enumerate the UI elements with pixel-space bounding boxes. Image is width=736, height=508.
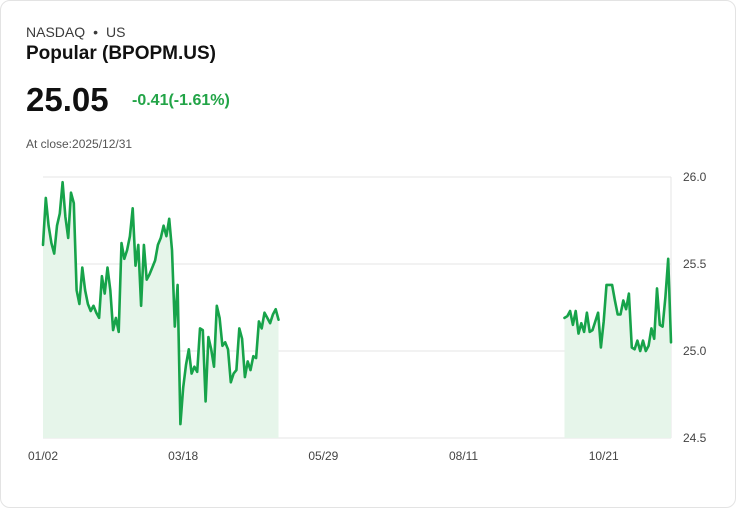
price-line-segment-2 bbox=[563, 257, 673, 353]
x-tick-label: 10/21 bbox=[589, 449, 619, 463]
last-price: 25.05 bbox=[26, 81, 109, 118]
close-date: 2025/12/31 bbox=[72, 137, 133, 151]
exchange-row: NASDAQ • US bbox=[26, 24, 125, 40]
area-fill-segment-1 bbox=[43, 182, 279, 438]
price-line-segment-1 bbox=[41, 180, 280, 426]
close-info: At close:2025/12/31 bbox=[26, 137, 132, 151]
country-code: US bbox=[106, 24, 126, 40]
x-tick-label: 01/02 bbox=[28, 449, 58, 463]
x-tick-label: 08/11 bbox=[449, 449, 478, 463]
y-tick-label: 25.0 bbox=[683, 344, 707, 358]
close-label: At close: bbox=[26, 137, 73, 151]
x-tick-label: 05/29 bbox=[308, 449, 338, 463]
stock-title: Popular (BPOPM.US) bbox=[26, 43, 217, 64]
area-fill-segment-2 bbox=[564, 258, 671, 438]
y-tick-label: 25.5 bbox=[683, 257, 707, 271]
y-tick-label: 26.0 bbox=[683, 170, 707, 184]
y-tick-label: 24.5 bbox=[683, 431, 707, 445]
exchange-name: NASDAQ bbox=[26, 24, 86, 40]
price-change: -0.41(-1.61%) bbox=[132, 92, 230, 109]
x-tick-label: 03/18 bbox=[168, 449, 198, 463]
separator-dot: • bbox=[93, 24, 99, 40]
